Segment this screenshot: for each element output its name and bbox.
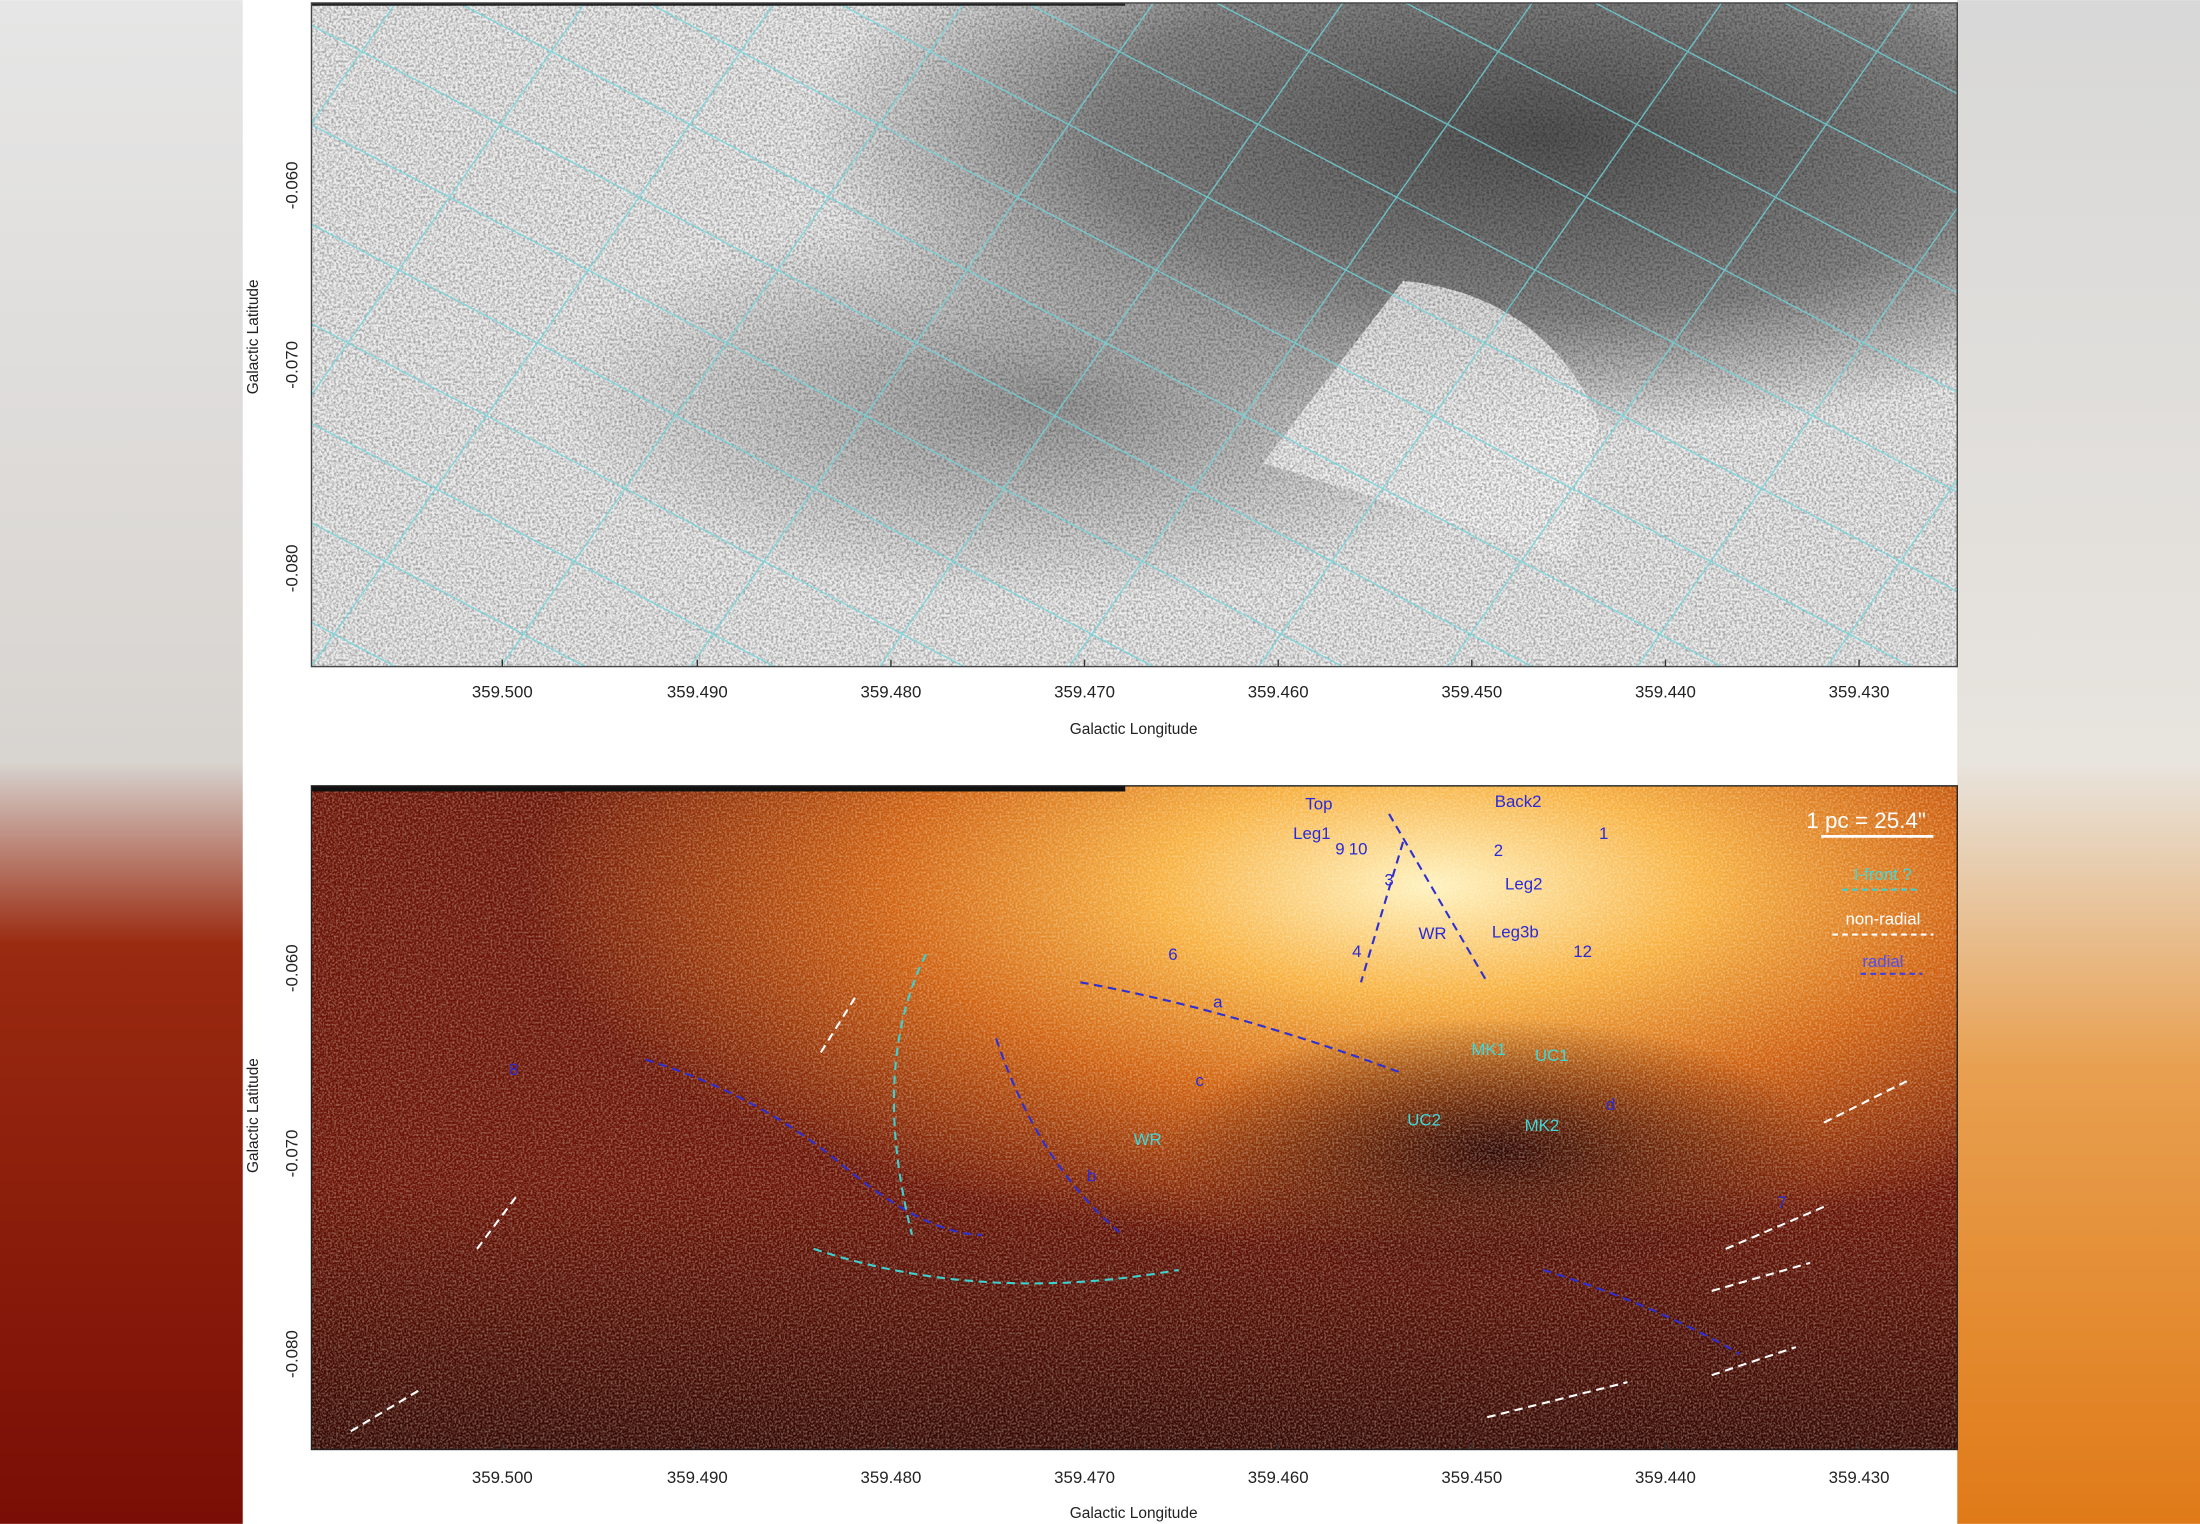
y-tick-label: -0.070 — [282, 1130, 301, 1178]
annotation: Leg2 — [1505, 875, 1542, 894]
coord-grid-line — [1068, 2, 1533, 667]
coord-grid-line — [311, 522, 586, 667]
coord-grid-line — [837, 2, 1958, 593]
coord-grid-line — [1636, 206, 1958, 667]
x-tick-label: 359.490 — [667, 682, 728, 701]
coord-grid-line — [1826, 478, 1958, 667]
x-tick-label: 359.480 — [861, 1468, 922, 1487]
annotation: Top — [1305, 795, 1332, 814]
annotation: 7 — [1777, 1193, 1786, 1212]
annotation: 6 — [1168, 945, 1177, 964]
x-axis-label: Galactic Longitude — [1070, 1505, 1198, 1522]
coord-grid-line — [311, 24, 1533, 667]
x-tick-label: 359.430 — [1829, 1468, 1890, 1487]
coord-grid-line — [311, 2, 397, 125]
annotation: a — [1213, 993, 1223, 1012]
coord-grid-line — [1447, 2, 1912, 667]
annotation: Leg1 — [1293, 824, 1330, 843]
annotation: c — [1195, 1071, 1203, 1090]
coord-grid-line — [689, 2, 1154, 667]
coord-grid-line — [311, 322, 965, 667]
annotation: MK2 — [1525, 1116, 1560, 1135]
coord-grid-line — [458, 2, 1722, 667]
y-tick-label: -0.080 — [282, 1330, 301, 1378]
coord-grid-line — [1257, 2, 1723, 667]
annotation: b — [1087, 1167, 1096, 1186]
coord-grid-line — [311, 2, 776, 667]
x-tick-label: 359.500 — [472, 1468, 533, 1487]
coord-grid-line — [879, 2, 1344, 667]
coord-grid-line — [1594, 2, 1958, 194]
annotation: 2 — [1494, 841, 1503, 860]
y-tick-label: -0.060 — [282, 161, 301, 209]
annotation: 12 — [1573, 942, 1592, 961]
legend-label: radial — [1862, 952, 1903, 971]
annotation: 9 — [1335, 840, 1344, 859]
annotation: WR — [1134, 1130, 1162, 1149]
coord-grid-line — [1026, 2, 1958, 493]
y-tick-label: -0.070 — [282, 341, 301, 389]
x-tick-label: 359.500 — [472, 682, 533, 701]
grayscale-image — [311, 2, 1958, 667]
y-axis-label: Galactic Latitude — [245, 1058, 262, 1173]
scale-bar-label: 1 pc = 25.4" — [1806, 808, 1926, 833]
bottom-frame — [310, 785, 1958, 1451]
coord-grid-line — [311, 2, 586, 397]
blurred-right-edge — [1957, 0, 2200, 1524]
coord-grid-line — [647, 2, 1912, 667]
legend-label: non-radial — [1845, 910, 1920, 929]
annotation: 4 — [1352, 942, 1361, 961]
annotation: UC2 — [1407, 1110, 1441, 1129]
annotation: 1 — [1599, 824, 1608, 843]
annotation: MK1 — [1471, 1040, 1506, 1059]
annotation: Back2 — [1495, 792, 1542, 811]
blurred-left-edge — [0, 0, 243, 1524]
top-frame — [310, 2, 1958, 668]
x-tick-label: 359.460 — [1248, 1468, 1309, 1487]
coord-grid-line — [311, 123, 1344, 667]
annotation: d — [1606, 1095, 1615, 1114]
x-tick-label: 359.450 — [1441, 682, 1502, 701]
annotation: 3 — [1384, 870, 1393, 889]
legend-label: I-front ? — [1854, 865, 1912, 884]
x-axis-label: Galactic Longitude — [1070, 721, 1198, 738]
color-image — [311, 785, 1958, 1450]
x-tick-label: 359.430 — [1829, 682, 1890, 701]
x-tick-label: 359.470 — [1054, 682, 1115, 701]
x-tick-label: 359.470 — [1054, 1468, 1115, 1487]
coord-grid-line — [311, 422, 775, 667]
coord-grid-line — [1216, 2, 1958, 394]
x-tick-label: 359.480 — [861, 682, 922, 701]
x-tick-label: 359.440 — [1635, 1468, 1696, 1487]
annotation: 8 — [509, 1060, 518, 1079]
coord-grid-line — [500, 2, 965, 667]
y-axis-label: Galactic Latitude — [245, 279, 262, 394]
x-tick-label: 359.450 — [1441, 1468, 1502, 1487]
annotation: Leg3b — [1492, 922, 1539, 941]
coord-grid-line — [1405, 2, 1958, 294]
coord-grid-line — [311, 223, 1154, 667]
annotation: WR — [1419, 924, 1447, 943]
y-tick-label: -0.080 — [282, 545, 301, 593]
x-tick-label: 359.460 — [1248, 682, 1309, 701]
annotation: 10 — [1349, 840, 1368, 859]
annotation: UC1 — [1535, 1046, 1569, 1065]
y-tick-label: -0.060 — [282, 944, 301, 992]
x-tick-label: 359.440 — [1635, 682, 1696, 701]
x-tick-label: 359.490 — [667, 1468, 728, 1487]
